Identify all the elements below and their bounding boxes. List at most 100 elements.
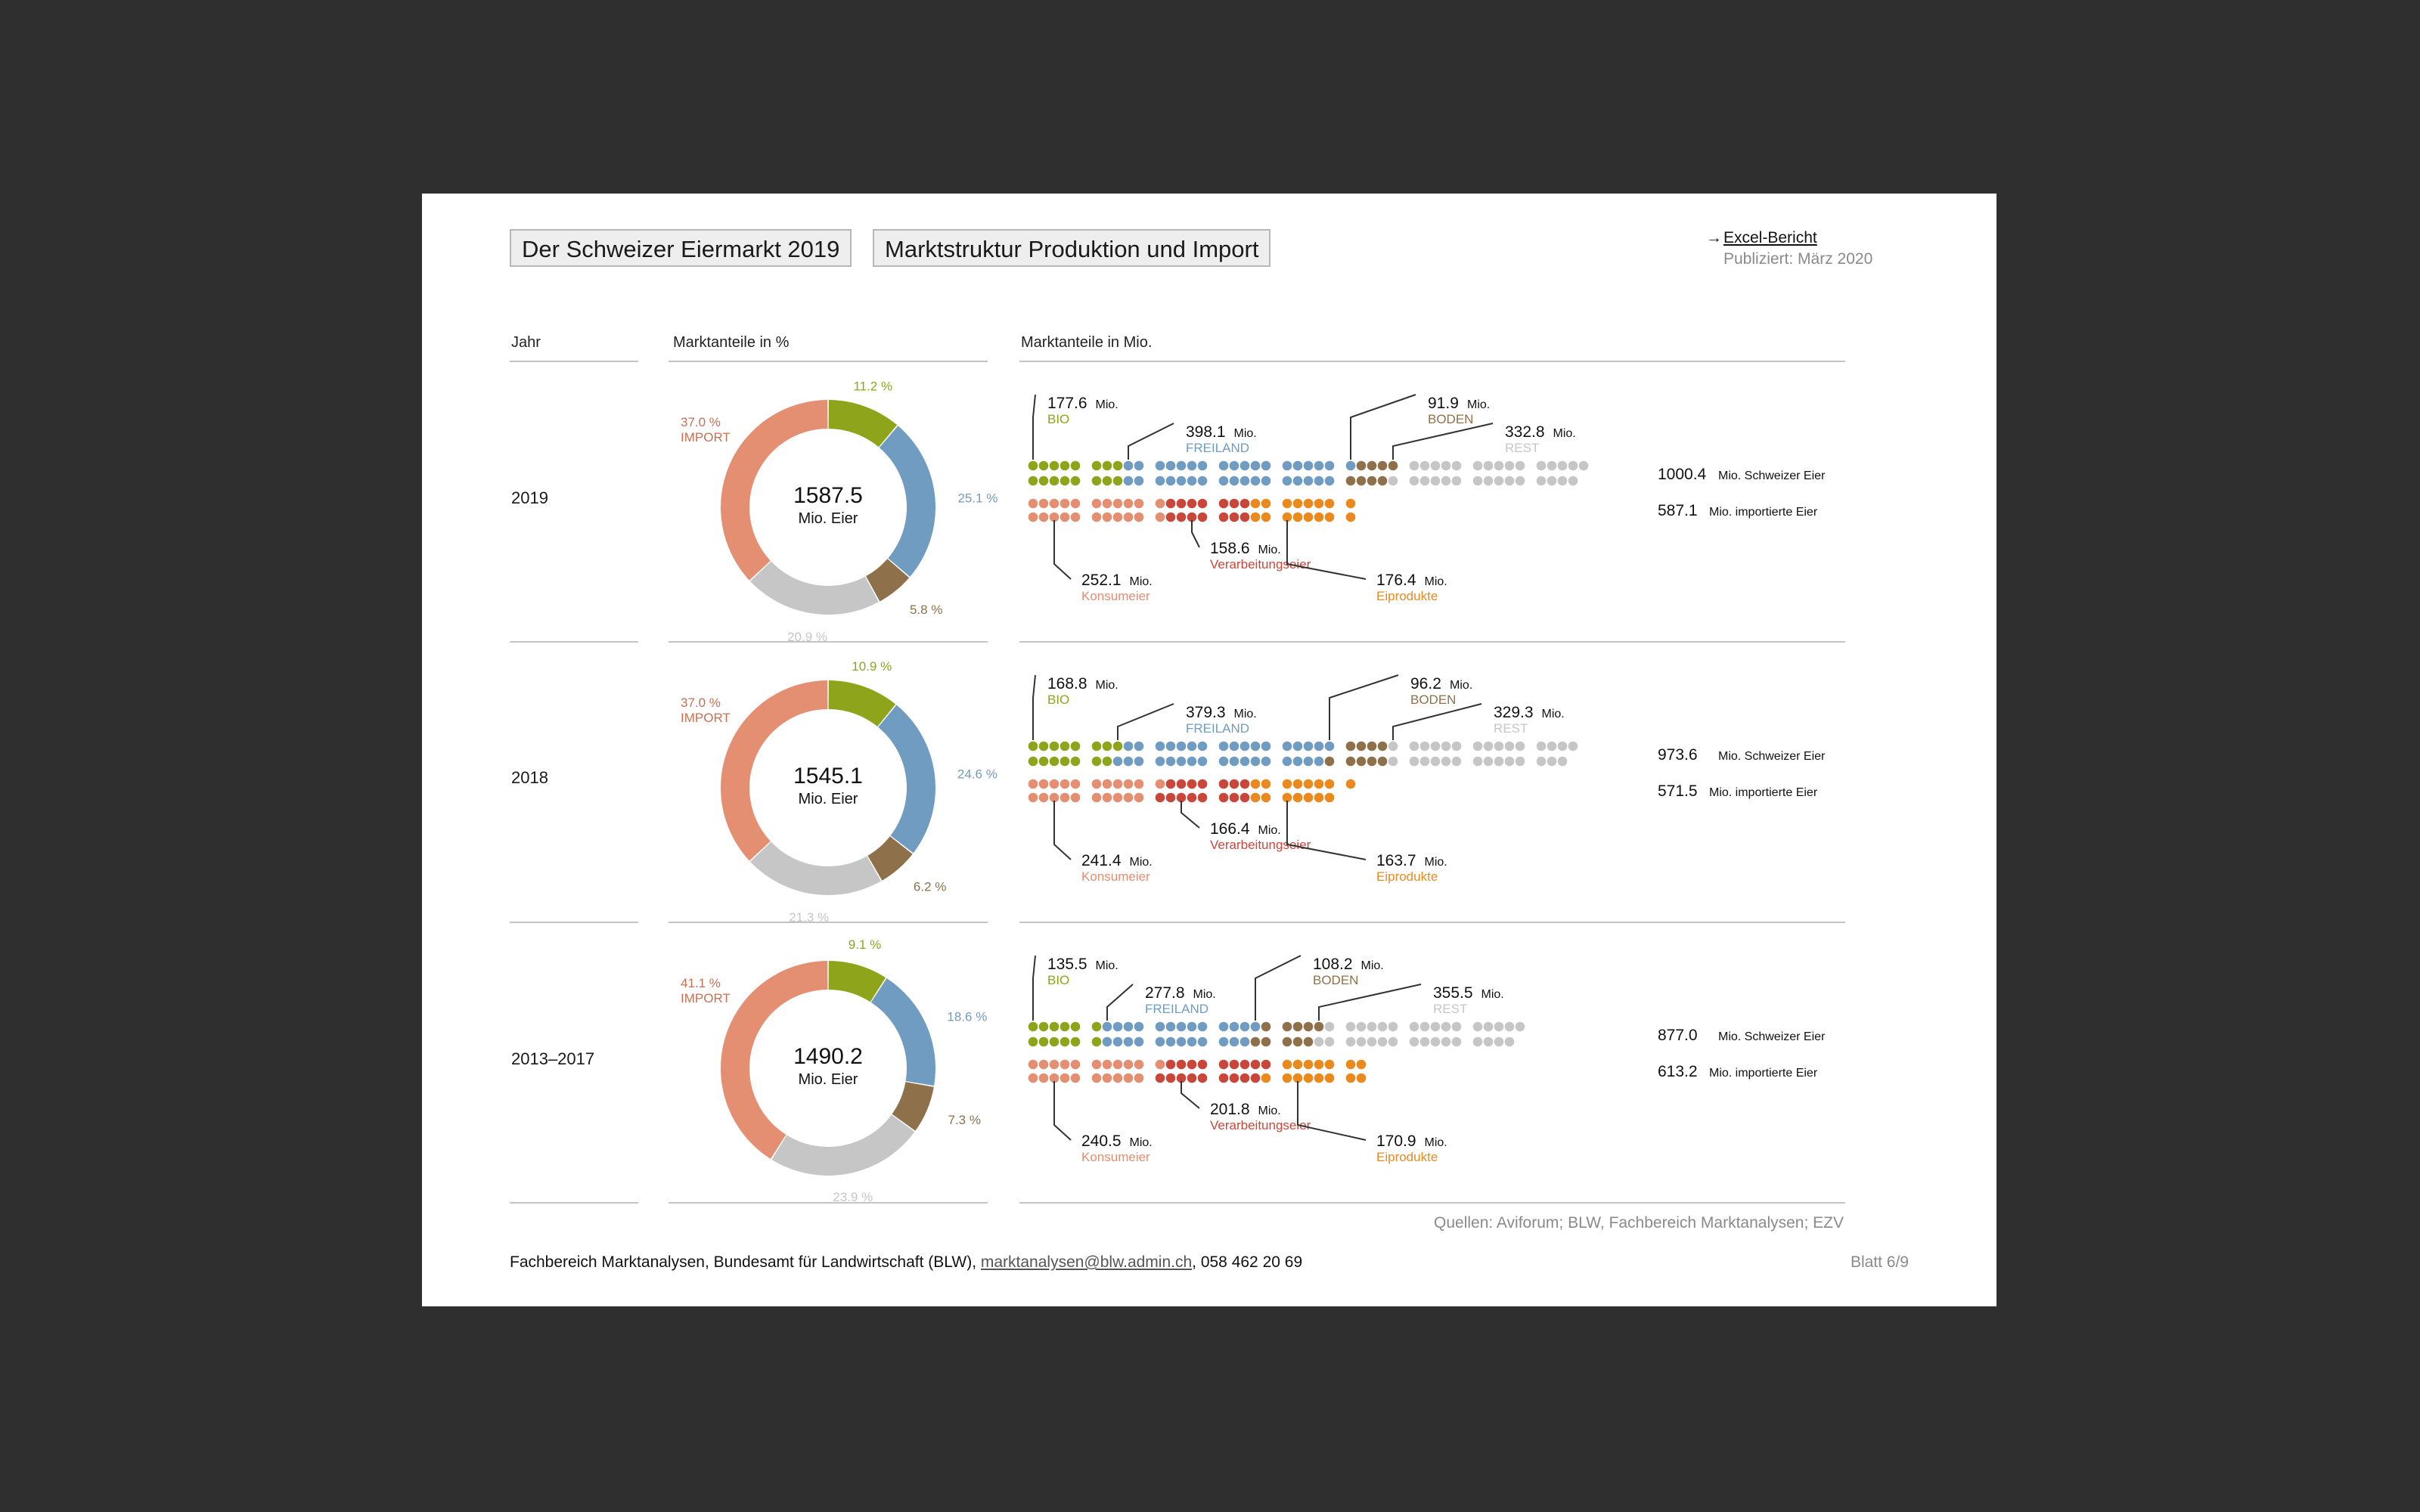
dot-bio	[1091, 741, 1102, 751]
value-label-freiland: 277.8	[1145, 984, 1185, 1002]
row-rule	[510, 1202, 638, 1204]
dot-freiland	[1197, 1036, 1208, 1047]
dot-import-eiprodukte	[1250, 779, 1261, 789]
published-date: Publiziert: März 2020	[1723, 250, 1873, 268]
dot-import-eiprodukte	[1292, 498, 1303, 509]
dot-import-konsumeier	[1123, 779, 1134, 789]
dot-boden	[1324, 756, 1335, 767]
category-label-verarbeitungseier: Verarbeitungseier	[1210, 1118, 1311, 1132]
dot-import-eiprodukte	[1261, 512, 1271, 522]
dot-boden	[1250, 1036, 1261, 1047]
page-number: Blatt 6/9	[1850, 1253, 1909, 1271]
value-label-verarbeitungseier: 158.6	[1210, 540, 1250, 557]
category-label-eiprodukte: Eiprodukte	[1376, 589, 1438, 603]
dot-freiland	[1229, 741, 1239, 751]
donut-total-unit: Mio. Eier	[799, 510, 858, 527]
dot-freiland	[1250, 1021, 1261, 1032]
dot-bio	[1102, 476, 1112, 486]
dot-freiland	[1250, 460, 1261, 471]
dot-import-konsumeier	[1028, 1073, 1038, 1083]
dot-import-konsumeier	[1112, 1059, 1123, 1070]
category-label-eiprodukte: Eiprodukte	[1376, 869, 1438, 884]
dot-bio	[1060, 756, 1070, 767]
footer-email-link[interactable]: marktanalysen@blw.admin.ch	[980, 1253, 1193, 1271]
donut-segment-freiland	[878, 705, 935, 854]
dot-rest	[1536, 741, 1547, 751]
dot-freiland	[1229, 1036, 1239, 1047]
leader-verarbeitungseier	[1181, 1081, 1200, 1109]
unit-label-konsumeier: Mio.	[1130, 1136, 1153, 1149]
dot-freiland	[1187, 756, 1197, 767]
dot-import-eiprodukte	[1282, 792, 1292, 803]
dot-import-verarbeitungseier	[1197, 1059, 1208, 1070]
dot-bio	[1038, 741, 1049, 751]
unit-label-rest: Mio.	[1481, 988, 1504, 1001]
row-rule	[1019, 1202, 1845, 1204]
leader-konsumeier	[1053, 1081, 1072, 1141]
leader-boden	[1329, 674, 1399, 740]
dot-bio	[1102, 756, 1112, 767]
dot-rest	[1409, 476, 1419, 486]
dot-rest	[1494, 460, 1504, 471]
category-label-boden: BODEN	[1428, 412, 1473, 426]
dot-freiland	[1176, 741, 1187, 751]
dot-rest	[1504, 476, 1515, 486]
dot-boden	[1356, 460, 1367, 471]
dot-import-verarbeitungseier	[1165, 779, 1176, 789]
unit-label-boden: Mio.	[1467, 398, 1490, 411]
dot-freiland	[1229, 1021, 1239, 1032]
dot-rest	[1430, 476, 1441, 486]
dot-boden	[1377, 476, 1388, 486]
dot-freiland	[1112, 756, 1123, 767]
dot-boden	[1345, 476, 1356, 486]
share-label-rest: 21.3 %	[789, 910, 829, 925]
dot-freiland	[1292, 741, 1303, 751]
donut-segment-boden	[867, 836, 913, 881]
dot-import-konsumeier	[1038, 1073, 1049, 1083]
excel-report-link[interactable]: Excel-Bericht	[1723, 229, 1817, 246]
unit-label-verarbeitungseier: Mio.	[1258, 1105, 1281, 1117]
dot-import-verarbeitungseier	[1165, 1059, 1176, 1070]
dot-boden	[1367, 756, 1377, 767]
header-rule-millions	[1019, 361, 1845, 362]
dot-boden	[1356, 476, 1367, 486]
dot-bio	[1049, 756, 1060, 767]
dot-bio	[1091, 1021, 1102, 1032]
dot-rest	[1441, 476, 1451, 486]
dot-import-konsumeier	[1155, 512, 1165, 522]
dot-rest	[1515, 741, 1525, 751]
dot-rest	[1472, 460, 1483, 471]
dot-rest	[1504, 460, 1515, 471]
dot-rest	[1494, 741, 1504, 751]
dot-import-eiprodukte	[1314, 1059, 1324, 1070]
dot-bio	[1070, 1036, 1081, 1047]
dot-rest	[1377, 1021, 1388, 1032]
unit-label-eiprodukte: Mio.	[1425, 856, 1447, 869]
dot-freiland	[1218, 460, 1229, 471]
share-label-boden: 6.2 %	[914, 880, 946, 894]
dot-freiland	[1229, 476, 1239, 486]
category-label-konsumeier: Konsumeier	[1081, 589, 1150, 603]
dot-rest	[1388, 741, 1398, 751]
dot-rest	[1494, 1021, 1504, 1032]
dot-rest	[1441, 1036, 1451, 1047]
category-label-boden: BODEN	[1313, 973, 1358, 987]
leader-boden	[1255, 955, 1302, 1021]
dot-import-eiprodukte	[1282, 498, 1292, 509]
dot-import-eiprodukte	[1345, 1073, 1356, 1083]
row-rule	[669, 922, 988, 923]
dot-bio	[1070, 756, 1081, 767]
dot-import-konsumeier	[1123, 792, 1134, 803]
dot-import-konsumeier	[1102, 792, 1112, 803]
leader-freiland	[1117, 703, 1174, 740]
leader-bio	[1032, 394, 1036, 460]
dot-freiland	[1187, 1021, 1197, 1032]
dot-boden	[1282, 1021, 1292, 1032]
header-rule-percent	[669, 361, 988, 362]
category-label-rest: REST	[1433, 1002, 1467, 1016]
dot-import-eiprodukte	[1282, 1073, 1292, 1083]
dot-freiland	[1282, 476, 1292, 486]
dot-import-konsumeier	[1060, 792, 1070, 803]
dot-import-verarbeitungseier	[1176, 498, 1187, 509]
dot-freiland	[1165, 1021, 1176, 1032]
